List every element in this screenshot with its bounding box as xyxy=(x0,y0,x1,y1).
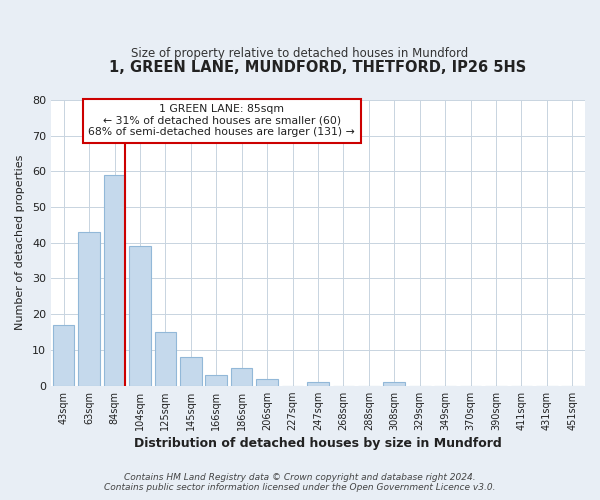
Bar xyxy=(104,175,125,386)
Bar xyxy=(155,332,176,386)
Bar xyxy=(180,357,202,386)
X-axis label: Distribution of detached houses by size in Mundford: Distribution of detached houses by size … xyxy=(134,437,502,450)
Bar xyxy=(205,375,227,386)
Bar xyxy=(129,246,151,386)
Bar xyxy=(231,368,253,386)
Text: Size of property relative to detached houses in Mundford: Size of property relative to detached ho… xyxy=(131,48,469,60)
Title: 1, GREEN LANE, MUNDFORD, THETFORD, IP26 5HS: 1, GREEN LANE, MUNDFORD, THETFORD, IP26 … xyxy=(109,60,527,75)
Bar xyxy=(78,232,100,386)
Text: Contains public sector information licensed under the Open Government Licence v3: Contains public sector information licen… xyxy=(104,484,496,492)
Text: Contains HM Land Registry data © Crown copyright and database right 2024.: Contains HM Land Registry data © Crown c… xyxy=(124,472,476,482)
Bar xyxy=(383,382,405,386)
Bar xyxy=(53,325,74,386)
Bar xyxy=(256,378,278,386)
Y-axis label: Number of detached properties: Number of detached properties xyxy=(15,155,25,330)
Bar xyxy=(307,382,329,386)
Text: 1 GREEN LANE: 85sqm
← 31% of detached houses are smaller (60)
68% of semi-detach: 1 GREEN LANE: 85sqm ← 31% of detached ho… xyxy=(88,104,355,138)
